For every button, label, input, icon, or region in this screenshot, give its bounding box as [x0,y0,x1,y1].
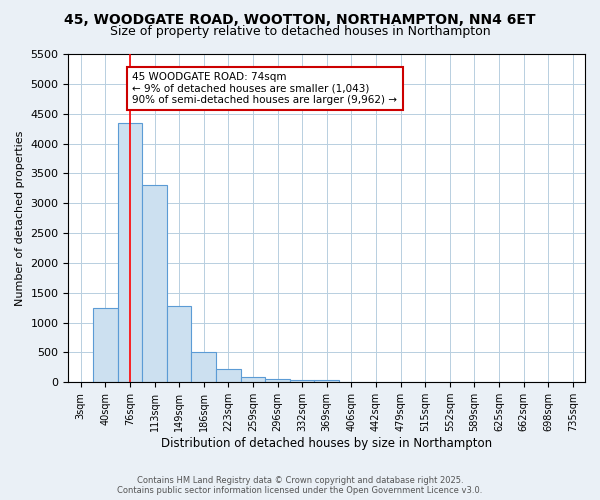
Bar [216,369,241,382]
Bar [93,308,118,382]
Bar [118,122,142,382]
Bar [191,352,216,382]
Text: Size of property relative to detached houses in Northampton: Size of property relative to detached ho… [110,25,490,38]
Text: 45, WOODGATE ROAD, WOOTTON, NORTHAMPTON, NN4 6ET: 45, WOODGATE ROAD, WOOTTON, NORTHAMPTON,… [64,12,536,26]
Bar [314,380,339,382]
Text: 45 WOODGATE ROAD: 74sqm
← 9% of detached houses are smaller (1,043)
90% of semi-: 45 WOODGATE ROAD: 74sqm ← 9% of detached… [133,72,397,105]
Y-axis label: Number of detached properties: Number of detached properties [15,130,25,306]
Bar [167,306,191,382]
Bar [241,378,265,382]
Bar [265,379,290,382]
Bar [290,380,314,382]
Bar [142,186,167,382]
X-axis label: Distribution of detached houses by size in Northampton: Distribution of detached houses by size … [161,437,492,450]
Text: Contains HM Land Registry data © Crown copyright and database right 2025.
Contai: Contains HM Land Registry data © Crown c… [118,476,482,495]
